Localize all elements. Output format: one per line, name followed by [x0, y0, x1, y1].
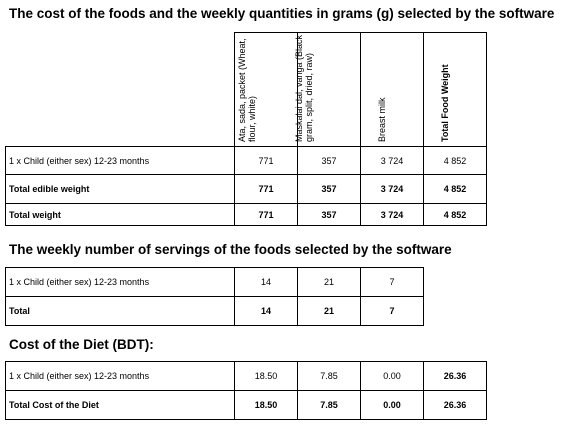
cell-value: 3 724 [360, 174, 424, 204]
table-row: Total weight 771 357 3 724 4 852 [5, 203, 487, 226]
cell-value: 3 724 [360, 203, 424, 226]
cell-value: 7.85 [297, 361, 361, 391]
cell-value: 0.00 [360, 361, 424, 391]
header-empty-cell [5, 32, 235, 147]
section1-title: The cost of the foods and the weekly qua… [9, 6, 555, 21]
row-label: Total Cost of the Diet [5, 390, 235, 420]
cell-value: 7 [360, 296, 424, 326]
table-row: Total 14 21 7 [5, 296, 424, 326]
cell-value: 4 852 [423, 146, 487, 175]
row-label: Total edible weight [5, 174, 235, 204]
table-row: Total Cost of the Diet 18.50 7.85 0.00 2… [5, 390, 487, 420]
cell-value: 4 852 [423, 203, 487, 226]
table-row: 1 x Child (either sex) 12-23 months 771 … [5, 146, 487, 175]
column-header: Total Food Weight [423, 32, 487, 147]
table-row: 1 x Child (either sex) 12-23 months 18.5… [5, 361, 487, 391]
cell-value: 357 [297, 203, 361, 226]
table-row: 1 x Child (either sex) 12-23 months 14 2… [5, 267, 424, 297]
cell-value: 26.36 [423, 361, 487, 391]
section3-title: Cost of the Diet (BDT): [9, 337, 154, 352]
table-row: Total edible weight 771 357 3 724 4 852 [5, 174, 487, 204]
cell-value: 18.50 [234, 361, 298, 391]
column-header: Breast milk [360, 32, 424, 147]
cell-value: 18.50 [234, 390, 298, 420]
cell-value: 0.00 [360, 390, 424, 420]
row-label: Total weight [5, 203, 235, 226]
servings-table: 1 x Child (either sex) 12-23 months 14 2… [5, 267, 424, 326]
cell-value: 14 [234, 267, 298, 297]
table-header-row: Ata, sada, packet (Wheat, flour, white) … [5, 32, 487, 147]
cell-value: 357 [297, 174, 361, 204]
row-label: 1 x Child (either sex) 12-23 months [5, 267, 235, 297]
diet-cost-table: 1 x Child (either sex) 12-23 months 18.5… [5, 361, 487, 420]
cell-value: 21 [297, 296, 361, 326]
cell-value: 357 [297, 146, 361, 175]
section2-title: The weekly number of servings of the foo… [9, 242, 452, 257]
cell-value: 14 [234, 296, 298, 326]
row-label: Total [5, 296, 235, 326]
cell-value: 3 724 [360, 146, 424, 175]
cell-value: 21 [297, 267, 361, 297]
cell-value: 771 [234, 146, 298, 175]
column-header: Maskalai dal, vanga (Black gram, split, … [294, 32, 361, 147]
row-label: 1 x Child (either sex) 12-23 months [5, 361, 235, 391]
column-header: Ata, sada, packet (Wheat, flour, white) [234, 32, 298, 147]
cell-value: 771 [234, 203, 298, 226]
cell-value: 4 852 [423, 174, 487, 204]
cell-value: 7.85 [297, 390, 361, 420]
food-weight-table: Ata, sada, packet (Wheat, flour, white) … [5, 32, 487, 226]
cell-value: 26.36 [423, 390, 487, 420]
row-label: 1 x Child (either sex) 12-23 months [5, 146, 235, 175]
cell-value: 7 [360, 267, 424, 297]
cell-value: 771 [234, 174, 298, 204]
